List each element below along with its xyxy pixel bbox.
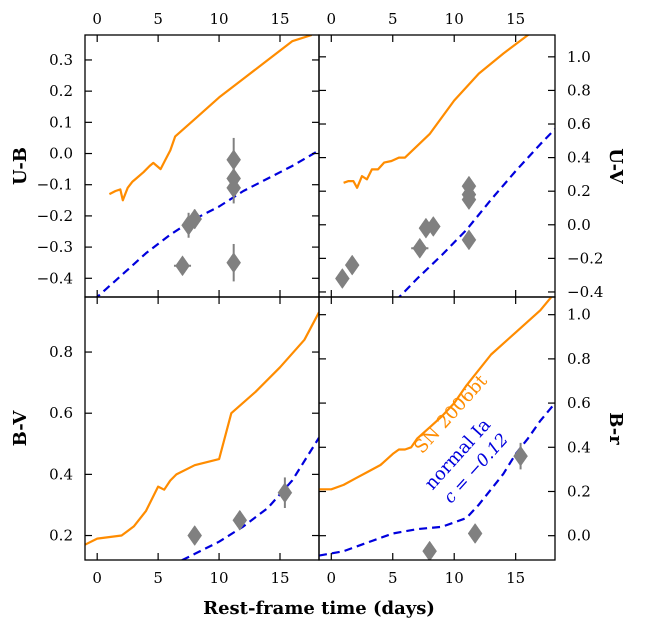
x-tick-label: 0 xyxy=(327,569,337,587)
diamond-marker xyxy=(467,523,483,544)
diamond-marker xyxy=(232,509,248,531)
normal-ia-line xyxy=(397,128,555,297)
y-tick-label: 0.0 xyxy=(567,216,591,234)
x-tick-label: 10 xyxy=(445,569,464,587)
diamond-marker xyxy=(422,540,437,560)
y-tick-label: −0.4 xyxy=(567,283,603,301)
sn2006bt-line xyxy=(85,311,319,546)
normal-ia-line xyxy=(319,402,555,557)
data-point xyxy=(461,229,477,251)
data-point xyxy=(226,243,241,282)
diamond-marker xyxy=(513,445,528,467)
normal-ia-line xyxy=(180,437,319,560)
y-tick-label: 0.4 xyxy=(49,465,73,483)
y-tick-label: 0.6 xyxy=(49,404,73,422)
y-axis-label: U-B xyxy=(10,147,31,185)
y-tick-label: 0.8 xyxy=(567,350,591,368)
y-tick-label: 0.4 xyxy=(567,438,591,456)
diamond-marker xyxy=(175,255,190,277)
data-point xyxy=(226,172,241,204)
data-point xyxy=(467,523,483,544)
y-tick-label: 0.2 xyxy=(567,182,591,200)
diamond-marker xyxy=(344,254,360,276)
y-tick-label: 0.2 xyxy=(49,527,73,545)
diamond-marker xyxy=(226,177,241,199)
data-point xyxy=(232,509,248,531)
data-point xyxy=(335,268,350,289)
diamond-marker xyxy=(187,208,202,230)
y-tick-label: 0.0 xyxy=(567,527,591,545)
x-tick-label: 5 xyxy=(388,569,398,587)
axes-frame xyxy=(84,34,320,298)
data-point xyxy=(187,208,202,230)
x-tick-label: 5 xyxy=(153,569,163,587)
diamond-marker xyxy=(461,229,477,251)
y-tick-label: 0.1 xyxy=(49,113,73,131)
diamond-marker xyxy=(187,525,202,546)
y-tick-label: −0.3 xyxy=(37,238,73,256)
diamond-marker xyxy=(277,482,293,504)
y-axis-label: B-V xyxy=(10,410,31,447)
x-tick-label: 5 xyxy=(153,10,163,28)
x-axis-label: Rest-frame time (days) xyxy=(203,598,435,619)
y-tick-label: 0.3 xyxy=(49,51,73,69)
panel-b-v: 0 5 10 15 0.2 0.4 0.6 0.8 B-V xyxy=(10,296,320,587)
diamond-marker xyxy=(461,189,477,211)
diamond-marker xyxy=(412,237,428,259)
normal-ia-line xyxy=(95,149,319,297)
x-tick-label: 0 xyxy=(92,569,102,587)
panel-b-r: 0 5 10 150.00.20.40.60.81.0B-rSN 2006btnorm… xyxy=(318,296,626,587)
x-tick-label: 0 xyxy=(92,10,102,28)
y-tick-label: −0.2 xyxy=(567,249,603,267)
data-point xyxy=(461,189,477,211)
y-tick-label: −0.2 xyxy=(37,207,73,225)
y-tick-label: 0.6 xyxy=(567,394,591,412)
sn2006bt-line xyxy=(108,35,313,202)
data-point xyxy=(277,477,293,509)
x-tick-label: 0 xyxy=(327,10,337,28)
y-axis-label: U-V xyxy=(605,148,626,185)
data-point xyxy=(513,442,528,470)
y-tick-label: 0.4 xyxy=(567,149,591,167)
x-tick-label: 10 xyxy=(210,569,229,587)
data-point xyxy=(422,540,437,560)
x-tick-label: 5 xyxy=(388,10,398,28)
data-point xyxy=(411,237,429,259)
x-tick-label: 10 xyxy=(210,10,229,28)
diamond-marker xyxy=(226,252,241,274)
diamond-marker xyxy=(335,268,350,289)
y-tick-label: 1.0 xyxy=(567,48,591,66)
axes-frame xyxy=(84,296,320,561)
x-tick-label: 15 xyxy=(270,10,289,28)
x-tick-label: 15 xyxy=(270,569,289,587)
x-tick-label: 10 xyxy=(445,10,464,28)
x-tick-label: 15 xyxy=(506,10,525,28)
y-tick-label: 0.2 xyxy=(567,482,591,500)
data-point xyxy=(344,254,360,276)
y-tick-label: 0.6 xyxy=(567,115,591,133)
x-tick-label: 15 xyxy=(506,569,525,587)
panel-u-b: 0 5 10 15 −0.4 −0.3 −0.2 −0.1 0.0 0.1 0.2 0.3 U-B xyxy=(10,10,320,298)
data-point xyxy=(426,216,441,237)
sn2006bt-line xyxy=(319,297,553,491)
sn2006bt-line xyxy=(343,35,531,189)
y-tick-label: −0.1 xyxy=(37,176,73,194)
y-tick-label: 0.8 xyxy=(567,81,591,99)
diamond-marker xyxy=(426,216,441,237)
y-tick-label: 0.8 xyxy=(49,343,73,361)
y-tick-label: 0.2 xyxy=(49,82,73,100)
y-axis-label: B-r xyxy=(605,412,626,445)
y-tick-label: 1.0 xyxy=(567,306,591,324)
data-point xyxy=(187,525,202,546)
panel-u-v: 0 5 10 15 −0.4 −0.2 0.0 0.2 0.4 0.6 0.8 1.0 U-V xyxy=(318,10,626,301)
y-tick-label: −0.4 xyxy=(37,269,73,287)
axes-frame xyxy=(318,296,556,561)
data-point xyxy=(173,255,192,277)
y-tick-label: 0.0 xyxy=(49,145,73,163)
